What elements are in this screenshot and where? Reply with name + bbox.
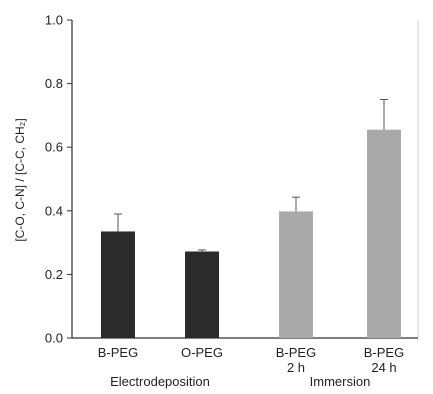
y-tick-label: 0.2 — [45, 267, 63, 282]
x-tick-sublabel: 24 h — [371, 360, 396, 375]
y-tick-label: 1.0 — [45, 13, 63, 28]
y-axis-title: [C-O, C-N] / [C-C, CH₂] — [13, 118, 27, 241]
group-label: Electrodeposition — [110, 374, 210, 389]
y-tick-label: 0.8 — [45, 76, 63, 91]
x-tick-sublabel: 2 h — [287, 360, 305, 375]
bars — [101, 129, 401, 338]
bar — [367, 129, 401, 338]
group-label: Immersion — [310, 374, 371, 389]
error-bars — [114, 99, 388, 252]
y-tick-label: 0.4 — [45, 203, 63, 218]
bar — [185, 251, 219, 338]
x-tick-label: B-PEG — [364, 345, 404, 360]
x-tick-label: B-PEG — [98, 345, 138, 360]
bar — [101, 231, 135, 338]
y-tick-label: 0.6 — [45, 140, 63, 155]
bar — [279, 211, 313, 338]
x-tick-label: O-PEG — [181, 345, 223, 360]
y-tick-label: 0.0 — [45, 331, 63, 346]
x-tick-label: B-PEG — [276, 345, 316, 360]
y-axis: 0.0 0.2 0.4 0.6 0.8 1.0 — [45, 13, 73, 346]
